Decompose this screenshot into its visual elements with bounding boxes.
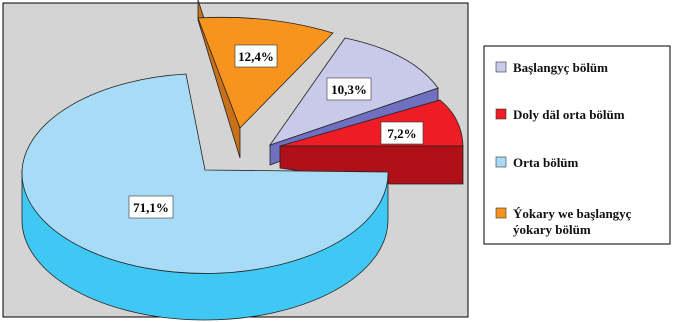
legend-swatch-doly <box>495 108 507 120</box>
data-label-orta: 71,1% <box>133 200 169 215</box>
legend-label-yokary-line1: Ýokary we başlangyç <box>513 206 632 221</box>
legend-label-yokary-line2: ýokary bölüm <box>513 222 591 237</box>
data-label-box-yokary <box>234 44 278 68</box>
data-label-yokary: 12,4% <box>238 49 274 64</box>
slice-yokary <box>197 16 334 129</box>
data-label-box-baslangyc <box>326 77 372 101</box>
legend-swatch-yokary <box>495 207 507 219</box>
data-label-baslangyc: 10,3% <box>331 82 367 97</box>
data-label-box-orta <box>128 195 174 219</box>
data-label-box-doly <box>380 121 424 145</box>
legend-swatch-baslangyc <box>495 61 507 73</box>
legend-label-orta: Orta bölüm <box>513 155 579 170</box>
legend-label-baslangyc: Başlangyç bölüm <box>513 60 608 75</box>
data-label-doly: 7,2% <box>387 126 416 141</box>
legend-box <box>483 45 671 245</box>
legend-label-doly: Doly däl orta bölüm <box>513 107 625 122</box>
legend-swatch-orta <box>495 156 507 168</box>
legend: Başlangyç bölüm Doly däl orta bölüm Orta… <box>483 45 671 245</box>
slice-orta <box>21 73 389 274</box>
